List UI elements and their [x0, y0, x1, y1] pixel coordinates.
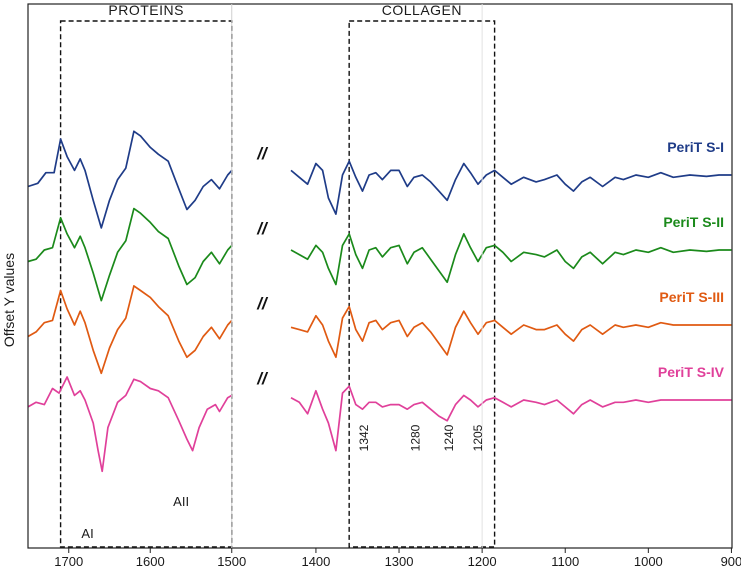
- x-axis: 1700 1600 1500 1400 1300 1200 1100 1000 900: [27, 3, 741, 569]
- axis-break-mark: //: [256, 219, 269, 238]
- series-label: PeriT S-III: [659, 289, 724, 305]
- x-tick-label: 1200: [468, 554, 497, 569]
- peak-label: 1240: [442, 424, 456, 451]
- band-label: AII: [173, 494, 189, 509]
- series-line: [27, 207, 233, 302]
- band-label: AI: [81, 526, 93, 541]
- x-tick-label: 1600: [136, 554, 165, 569]
- y-axis-label: Offset Y values: [1, 253, 17, 347]
- series-line: [290, 385, 732, 452]
- series-line: [290, 305, 732, 359]
- series-line: [290, 233, 732, 286]
- region-box: [59, 20, 233, 548]
- x-tick-label: 1100: [551, 554, 579, 569]
- x-tick-label: 1400: [301, 554, 330, 569]
- region-boxes: [59, 20, 496, 548]
- annotations: PROTEINS COLLAGEN // PeriT S-I // PeriT S-II /…: [81, 2, 724, 541]
- peak-label: 1280: [409, 424, 423, 451]
- peak-label: 1205: [471, 424, 485, 451]
- x-tick-label: 900: [721, 554, 741, 569]
- axis-break-mark: //: [256, 294, 269, 313]
- series-label: PeriT S-I: [667, 139, 724, 155]
- axis-break-mark: //: [256, 144, 269, 163]
- series-line: [27, 130, 233, 229]
- series-label: PeriT S-IV: [658, 364, 725, 380]
- axis-break-mark: //: [256, 369, 269, 388]
- x-tick-label: 1500: [217, 554, 246, 569]
- region-box: [348, 20, 496, 548]
- x-tick-label: 1300: [385, 554, 414, 569]
- x-tick-label: 1700: [54, 554, 83, 569]
- series-line: [27, 285, 233, 375]
- x-tick-label: 1000: [634, 554, 663, 569]
- region-label: COLLAGEN: [382, 2, 462, 18]
- region-label: PROTEINS: [108, 2, 184, 18]
- plot-frame: [27, 3, 733, 549]
- series-label: PeriT S-II: [663, 214, 724, 230]
- series-line: [27, 376, 233, 473]
- series-line: [290, 160, 732, 215]
- spectra-lines: [27, 130, 732, 473]
- peak-label: 1342: [357, 424, 371, 451]
